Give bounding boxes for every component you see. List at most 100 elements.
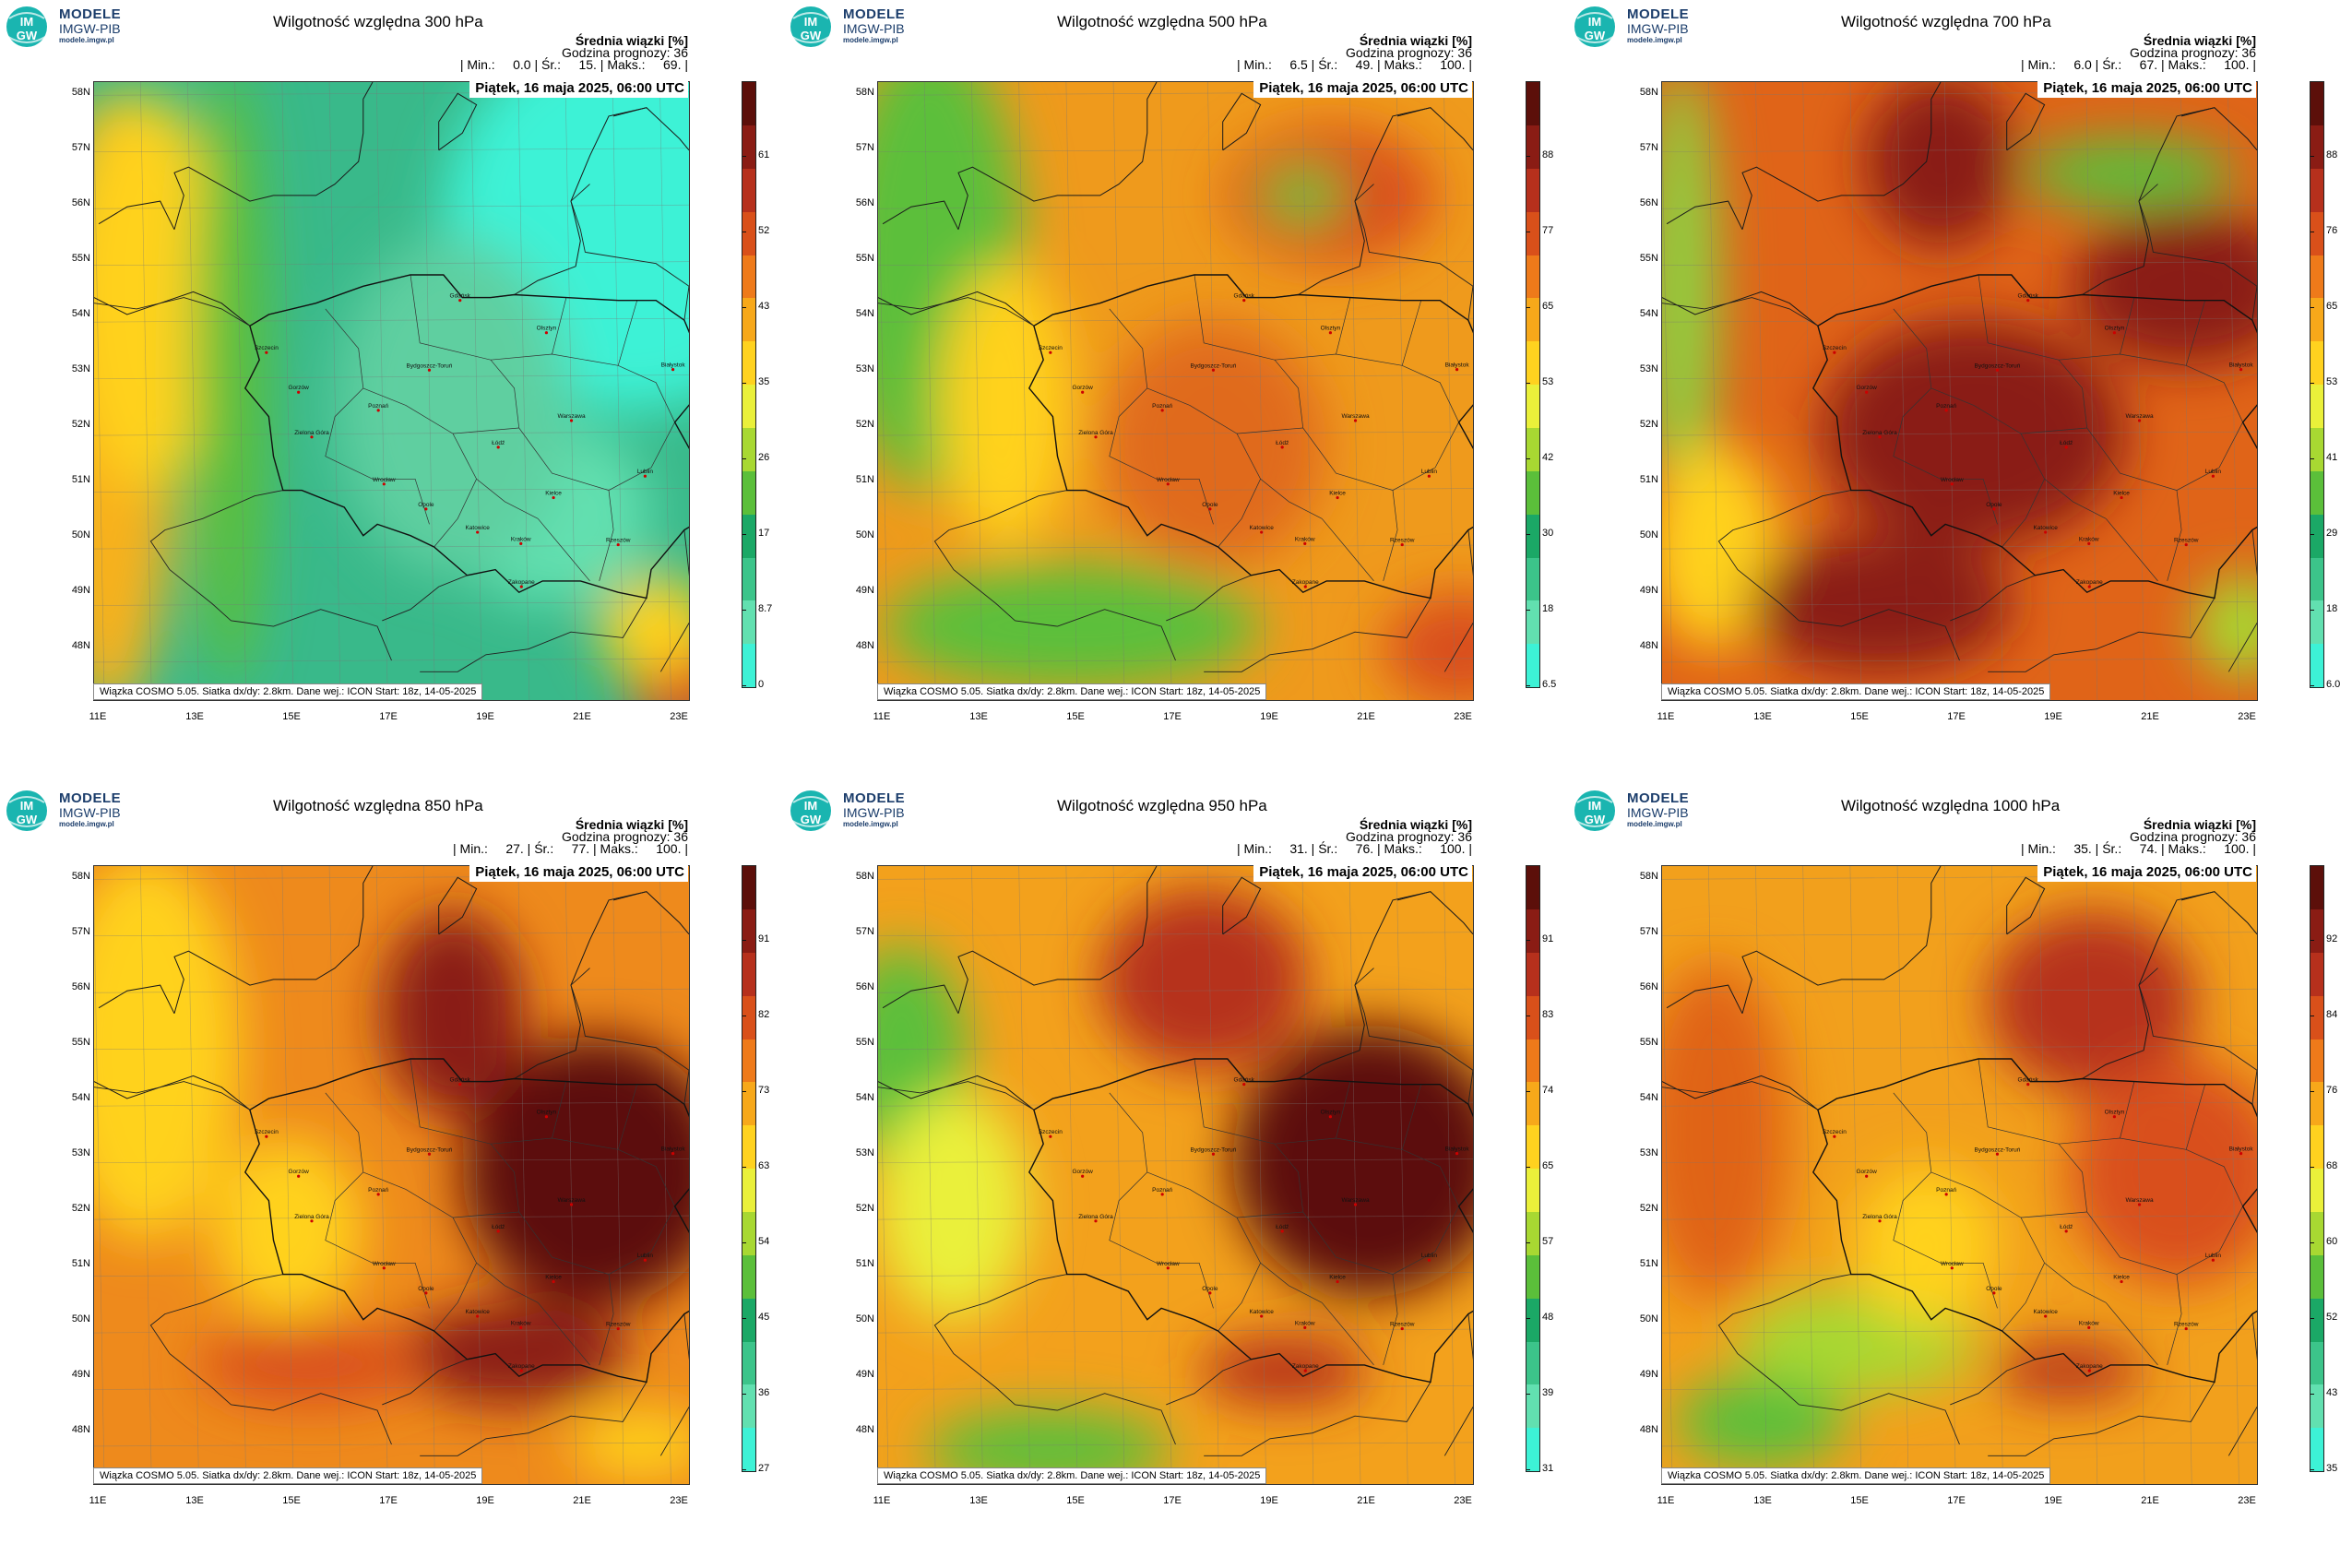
colorbar-segment: [1526, 514, 1539, 558]
colorbar-segment: [2310, 125, 2323, 169]
humidity-blob: [925, 1410, 1171, 1484]
colorbar-tick-label: 35: [2326, 1463, 2338, 1474]
panel-p500: IM GW MODELE IMGW-PIB modele.imgw.pl Wilgotno…: [784, 0, 1568, 784]
meridian-line: [2180, 866, 2192, 1484]
colorbar-segment: [2310, 1039, 2323, 1083]
colorbar-segment: [2310, 866, 2323, 909]
humidity-map[interactable]: Szczecin Gdańsk Olsztyn Białystok Bydgoszcz-…: [1661, 865, 2258, 1485]
parallel-line: [878, 988, 1473, 993]
city-label: Gdańsk: [450, 1077, 471, 1084]
colorbar-segment: [742, 427, 755, 471]
panel-p700: IM GW MODELE IMGW-PIB modele.imgw.pl Wilgotno…: [1568, 0, 2352, 784]
parallel-line: [1662, 488, 2257, 493]
city-label: Gdańsk: [2018, 1077, 2039, 1084]
city-marker: [1208, 1291, 1212, 1295]
city-label: Poznań: [368, 1187, 388, 1194]
parallel-line: [1662, 1215, 2257, 1220]
city-marker: [1211, 1152, 1216, 1156]
humidity-blob: [1988, 911, 2196, 1093]
humidity-map[interactable]: Szczecin Gdańsk Olsztyn Białystok Bydgoszcz-…: [1661, 81, 2258, 701]
meridian-line: [1849, 82, 1862, 700]
parallel-line: [94, 488, 689, 493]
city-marker: [1303, 1369, 1307, 1372]
country-border: [420, 598, 647, 672]
humidity-map[interactable]: Szczecin Gdańsk Olsztyn Białystok Bydgoszcz-…: [93, 865, 690, 1485]
humidity-map[interactable]: Szczecin Gdańsk Olsztyn Białystok Bydgoszcz-…: [877, 865, 1474, 1485]
colorbar-tick-label: 73: [758, 1085, 770, 1096]
country-border: [1988, 598, 2215, 672]
imgw-logo[interactable]: IM GW MODELE IMGW-PIB modele.imgw.pl: [1574, 6, 1712, 52]
meridian-line: [1112, 82, 1125, 700]
colorbar-tick-label: 30: [1542, 528, 1554, 539]
voivodeship-border: [1218, 1263, 1261, 1332]
colorbar-segment: [2310, 557, 2323, 601]
imgw-badge-icon: IMGW: [6, 6, 47, 47]
humidity-map[interactable]: Szczecin Gdańsk Olsztyn Białystok Bydgoszcz-…: [877, 81, 1474, 701]
imgw-logo[interactable]: IM GW MODELE IMGW-PIB modele.imgw.pl: [6, 6, 144, 52]
meridian-line: [375, 866, 388, 1484]
colorbar-tick: [1526, 1469, 1530, 1470]
lat-tick-label: 57N: [855, 142, 874, 153]
country-border: [231, 1393, 392, 1445]
lon-tick-label: 15E: [1066, 711, 1085, 722]
logo-brand: MODELE: [843, 6, 906, 22]
country-border: [94, 297, 251, 327]
city-marker: [1353, 419, 1358, 422]
imgw-badge-icon: IMGW: [790, 6, 831, 47]
imgw-logo[interactable]: IM GW MODELE IMGW-PIB modele.imgw.pl: [1574, 790, 1712, 836]
imgw-badge-icon: IMGW: [790, 790, 831, 831]
logo-badge-bottom: GW: [1585, 29, 1606, 42]
imgw-logo[interactable]: IM GW MODELE IMGW-PIB modele.imgw.pl: [790, 790, 928, 836]
country-border: [1717, 1274, 1851, 1406]
humidity-map[interactable]: Szczecin Gdańsk Olsztyn Białystok Bydgoszcz-…: [93, 81, 690, 701]
city-marker: [1950, 1266, 1954, 1270]
lat-tick-label: 50N: [71, 1313, 90, 1324]
parallel-line: [878, 1158, 1473, 1163]
colorbar-tick: [1526, 383, 1530, 384]
meridian-line: [612, 866, 624, 1484]
voivodeship-border: [1930, 387, 2107, 519]
colorbar-segment: [1526, 125, 1539, 169]
lat-tick-label: 55N: [1639, 1037, 1658, 1048]
city-marker: [297, 1174, 301, 1178]
imgw-logo[interactable]: IM GW MODELE IMGW-PIB modele.imgw.pl: [6, 790, 144, 836]
country-border: [570, 184, 689, 321]
country-border: [1662, 297, 1819, 327]
city-marker: [376, 1193, 380, 1196]
city-label: Kielce: [1329, 1275, 1346, 1281]
meridian-line: [1943, 82, 1956, 700]
logo-text: MODELE IMGW-PIB modele.imgw.pl: [59, 7, 121, 45]
city-marker: [1049, 1134, 1052, 1138]
graticule: [94, 866, 689, 1484]
colorbar-tick: [2310, 1318, 2314, 1319]
mean-label: Średnia wiązki [%]: [575, 817, 688, 832]
city-marker: [2211, 1258, 2215, 1262]
parallel-line: [94, 1328, 689, 1334]
colorbar-tick-label: 0: [758, 679, 765, 690]
voivodeship-border: [452, 427, 519, 434]
colorbar-tick: [2310, 383, 2314, 384]
colorbar-tick-label: 53: [1542, 376, 1554, 387]
country-border: [1662, 1081, 1819, 1111]
city-marker: [2120, 495, 2123, 500]
logo-badge-top: IM: [804, 15, 817, 29]
country-border: [1799, 609, 1960, 661]
parallel-line: [878, 932, 1473, 937]
meridian-line: [1802, 82, 1814, 700]
city-label: Łódź: [1276, 1224, 1289, 1230]
colorbar-segment: [742, 341, 755, 386]
imgw-logo[interactable]: IM GW MODELE IMGW-PIB modele.imgw.pl: [790, 6, 928, 52]
lon-tick-label: 13E: [969, 711, 988, 722]
lat-tick-label: 54N: [1639, 308, 1658, 319]
lat-tick-label: 52N: [71, 419, 90, 430]
voivodeship-border: [1893, 308, 1998, 525]
city-marker: [1081, 1174, 1085, 1178]
coastline: [94, 1075, 251, 1111]
city-label: Warszawa: [1341, 1197, 1369, 1204]
humidity-blob: [1865, 82, 2016, 247]
country-border: [1166, 575, 1252, 622]
city-marker: [1242, 1083, 1246, 1087]
meridian-line: [2085, 82, 2098, 700]
city-marker: [2137, 419, 2142, 422]
voivodeship-border: [1401, 1084, 1422, 1150]
